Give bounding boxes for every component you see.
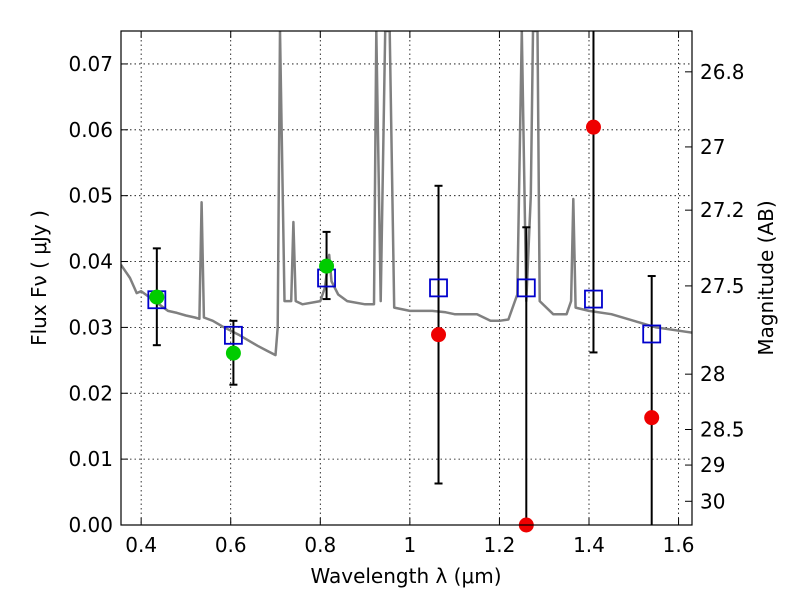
grid [121, 31, 692, 526]
plot-frame [120, 30, 693, 526]
y-tick-label: 0.02 [68, 381, 113, 405]
model-square-marker [516, 278, 536, 298]
model-square-marker [224, 325, 243, 345]
nir-point [585, 119, 601, 135]
y2-tick-label: 27.2 [700, 198, 745, 222]
x-tick-label: 1 [403, 533, 416, 557]
y-tick-label: 0.06 [68, 118, 113, 142]
y2-axis-title: Magnitude (AB) [754, 200, 778, 355]
nir-point [644, 410, 660, 426]
x-tick-label: 1.2 [484, 533, 516, 557]
y2-tick-label: 26.8 [700, 60, 745, 84]
error-bars [152, 31, 656, 525]
sed-model-line [121, 31, 692, 357]
y2-tick-label: 28.5 [700, 417, 745, 441]
y-tick-label: 0.07 [68, 52, 113, 76]
x-axis-title: Wavelength λ (μm) [310, 564, 501, 588]
y-tick-label: 0.05 [68, 184, 113, 208]
x-tick-label: 0.6 [215, 533, 247, 557]
y2-tick-label: 30 [700, 489, 725, 513]
y2-tick-label: 27.5 [700, 274, 745, 298]
model-square-marker [584, 289, 603, 309]
y-axis-title: Flux Fν ( μJy ) [27, 210, 51, 346]
x-tick-label: 0.4 [125, 533, 157, 557]
y-tick-label: 0.00 [68, 513, 113, 537]
model-square-marker [429, 278, 448, 298]
optical-point [319, 258, 335, 274]
x-tick-label: 1.4 [573, 533, 605, 557]
ticks [121, 31, 692, 526]
y-tick-label: 0.04 [68, 250, 113, 274]
optical-point [149, 289, 165, 305]
x-tick-label: 0.8 [304, 533, 336, 557]
tick-labels: 0.4 0.6 0.8 1 1.2 1.4 1.6 0.00 0.01 0.02 0.03 0.04 0… [68, 52, 744, 557]
x-tick-label: 1.6 [663, 533, 695, 557]
y-tick-label: 0.03 [68, 315, 113, 339]
y2-tick-label: 29 [700, 453, 725, 477]
optical-point [225, 345, 241, 361]
y2-tick-label: 28 [700, 362, 725, 386]
sed-model-layer [121, 31, 692, 357]
y-tick-label: 0.01 [68, 447, 113, 471]
nir-point [431, 327, 447, 343]
markers [147, 119, 662, 533]
model-square-marker [642, 324, 662, 344]
y2-tick-label: 27 [700, 135, 725, 159]
